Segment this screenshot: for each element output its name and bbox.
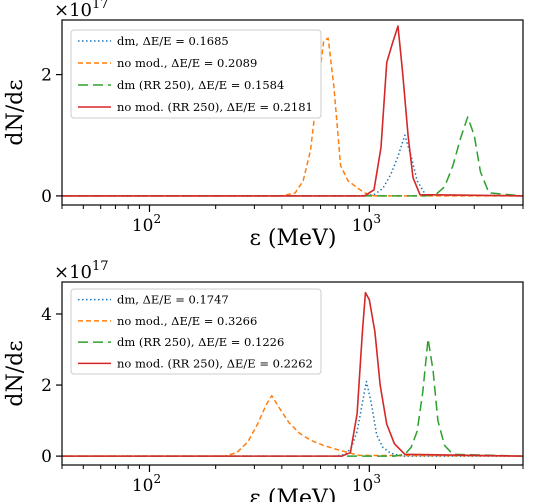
legend: dm, ΔE/E = 0.1747 no mod., ΔE/E = 0.3266 d… bbox=[70, 288, 322, 375]
legend-box bbox=[70, 29, 322, 119]
series-line-2 bbox=[62, 394, 523, 457]
plot-frame bbox=[61, 19, 524, 206]
y-multiplier: ×1017 bbox=[54, 259, 109, 283]
legend-label-4: no mod. (RR 250), ΔE/E = 0.2181 bbox=[117, 100, 313, 114]
legend-box bbox=[70, 288, 322, 375]
series-group bbox=[62, 291, 523, 457]
x-tick-label: 103 bbox=[352, 472, 381, 496]
legend-label-3: dm (RR 250), ΔE/E = 0.1584 bbox=[117, 78, 284, 92]
series-line-3 bbox=[62, 338, 523, 457]
legend-label-3: dm (RR 250), ΔE/E = 0.1226 bbox=[117, 335, 284, 349]
y-tick-label: 4 bbox=[41, 305, 52, 325]
series-line-4 bbox=[62, 25, 523, 197]
y-multiplier: ×1017 bbox=[54, 0, 109, 21]
y-axis-title: dN/dε bbox=[3, 79, 28, 145]
legend-label-2: no mod., ΔE/E = 0.3266 bbox=[117, 314, 257, 328]
legend-label-4: no mod. (RR 250), ΔE/E = 0.2262 bbox=[117, 356, 313, 370]
chart-panel-2: 0 2 4 102 103 ×1017 ε (MeV) dN/dε dm, ΔE/E = 0.1… bbox=[3, 259, 524, 502]
x-axis-title: ε (MeV) bbox=[250, 226, 337, 251]
series-group bbox=[62, 25, 523, 197]
legend-label-1: dm, ΔE/E = 0.1685 bbox=[117, 34, 229, 48]
series-line-1 bbox=[62, 380, 523, 457]
series-line-3 bbox=[62, 116, 523, 197]
chart-panel-1: 0 2 102 103 ×1017 ε (MeV) dN/dε dm, ΔE/E = 0.16… bbox=[3, 0, 524, 251]
y-tick-label: 0 bbox=[41, 447, 52, 467]
legend-label-1: dm, ΔE/E = 0.1747 bbox=[117, 293, 229, 307]
plot-frame bbox=[61, 281, 524, 466]
x-tick-label: 102 bbox=[132, 212, 161, 236]
y-tick-label: 0 bbox=[41, 187, 52, 207]
y-tick-label: 2 bbox=[41, 66, 52, 86]
series-line-1 bbox=[62, 134, 523, 197]
x-tick-label: 102 bbox=[132, 472, 161, 496]
y-tick-label: 2 bbox=[41, 376, 52, 396]
x-tick-label: 103 bbox=[352, 212, 381, 236]
legend-label-2: no mod., ΔE/E = 0.2089 bbox=[117, 56, 257, 70]
series-line-2 bbox=[62, 37, 523, 197]
series-line-4 bbox=[62, 291, 523, 457]
legend: dm, ΔE/E = 0.1685 no mod., ΔE/E = 0.2089 d… bbox=[70, 29, 322, 119]
x-axis-title: ε (MeV) bbox=[250, 486, 337, 502]
y-axis-title: dN/dε bbox=[3, 340, 28, 406]
